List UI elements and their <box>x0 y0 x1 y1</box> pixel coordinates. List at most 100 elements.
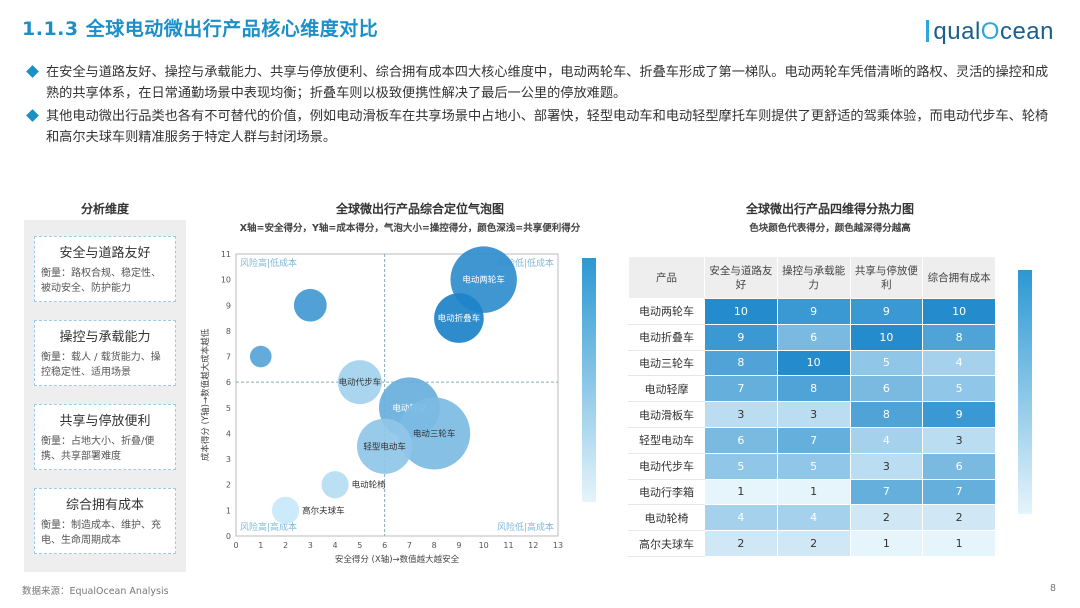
heatmap-row-label: 电动两轮车 <box>628 298 705 325</box>
heatmap-colorbar <box>1018 270 1032 514</box>
heatmap-cell: 1 <box>849 530 924 557</box>
bubble-label: 高尔夫球车 <box>302 505 345 516</box>
heatmap-cell: 3 <box>849 452 924 480</box>
heatmap-cell: 3 <box>776 401 851 428</box>
x-tick-label: 1 <box>258 541 263 550</box>
quadrant-label: 风险低|高成本 <box>497 521 554 533</box>
heatmap-cell: 5 <box>704 452 778 480</box>
heatmap-cell: 5 <box>776 452 851 480</box>
x-tick-label: 0 <box>233 541 238 550</box>
heatmap-cell: 8 <box>704 349 778 377</box>
heatmap-row-label: 电动滑板车 <box>628 401 705 428</box>
y-tick-label: 8 <box>226 327 231 336</box>
y-tick-label: 6 <box>226 378 231 387</box>
heatmap-cell: 1 <box>704 478 778 506</box>
heatmap-cell: 9 <box>776 298 851 325</box>
heatmap-row: 电动滑板车 3 3 8 9 <box>628 401 996 428</box>
dimension-name: 操控与承载能力 <box>59 330 151 345</box>
heatmap-header: 产品 <box>628 256 705 299</box>
dimension-desc: 衡量：制造成本、维护、充电、生命周期成本 <box>41 520 161 546</box>
logo-e-icon <box>926 20 931 42</box>
bubble-label: 电动两轮车 <box>462 275 505 286</box>
diamond-icon <box>26 109 39 122</box>
heatmap-cell: 8 <box>849 401 924 428</box>
dimension-desc: 衡量：路权合规、稳定性、被动安全、防护能力 <box>41 268 161 294</box>
heatmap-cell: 4 <box>704 504 778 532</box>
heatmap-cell: 6 <box>922 452 996 480</box>
heatmap-header: 共享与停放便利 <box>849 256 924 299</box>
heatmap-cell: 9 <box>922 401 996 428</box>
heatmap-row: 电动两轮车 10 9 9 10 <box>628 298 996 325</box>
heatmap-cell: 7 <box>704 375 778 403</box>
bubble-chart-subtitle: X轴=安全得分，Y轴=成本得分，气泡大小=操控得分，颜色深浅=共享便利得分 <box>239 223 581 234</box>
bubble <box>271 496 300 524</box>
dimension-card: 操控与承载能力 衡量：载人 / 载货能力、操控稳定性、适用场景 <box>34 320 176 386</box>
dimension-name: 综合拥有成本 <box>65 498 144 513</box>
heatmap-header-row: 产品 安全与道路友好 操控与承载能力 共享与停放便利 综合拥有成本 <box>628 256 996 299</box>
heatmap-row-label: 高尔夫球车 <box>628 530 705 557</box>
x-tick-label: 8 <box>432 541 437 550</box>
heatmap-cell: 6 <box>849 375 924 403</box>
heatmap-cell: 2 <box>849 504 924 532</box>
y-tick-label: 9 <box>226 301 231 310</box>
heatmap-row-label: 电动轻摩 <box>628 375 705 403</box>
heatmap-subtitle: 色块颜色代表得分，颜色越深得分越高 <box>749 223 911 234</box>
heatmap-row-label: 电动代步车 <box>628 452 705 480</box>
x-tick-label: 7 <box>407 541 412 550</box>
heatmap-cell: 3 <box>922 426 996 454</box>
y-axis-label: 成本得分 (Y轴)→数值越大成本越低 <box>200 328 211 461</box>
heatmap-cell: 2 <box>922 504 996 532</box>
bubble-label: 电动轮椅 <box>352 480 387 491</box>
dimension-card: 共享与停放便利 衡量：占地大小、折叠/便携、共享部署难度 <box>34 404 176 470</box>
heatmap-title: 全球微出行产品四维得分热力图 <box>745 202 914 216</box>
heatmap-cell: 5 <box>922 375 996 403</box>
heatmap-cell: 10 <box>922 298 996 325</box>
heatmap-cell: 3 <box>704 401 778 428</box>
plot-frame <box>235 253 559 537</box>
heatmap-cell: 2 <box>704 530 778 557</box>
heatmap-cell: 1 <box>776 478 851 506</box>
bubble-label: 电动行李箱 <box>275 352 318 363</box>
heatmap-cell: 4 <box>922 349 996 377</box>
x-tick-label: 9 <box>456 541 461 550</box>
y-tick-label: 0 <box>226 532 231 541</box>
heatmap-row-label: 轻型电动车 <box>628 426 705 454</box>
heatmap-cell: 1 <box>922 530 996 557</box>
heatmap-header: 操控与承载能力 <box>776 256 851 299</box>
dimension-card: 综合拥有成本 衡量：制造成本、维护、充电、生命周期成本 <box>34 488 176 554</box>
x-tick-label: 6 <box>382 541 387 550</box>
heatmap-row-label: 电动折叠车 <box>628 323 705 351</box>
y-tick-label: 3 <box>226 455 231 464</box>
dimension-name: 安全与道路友好 <box>59 246 151 261</box>
bubble-label: 电动三轮车 <box>413 428 456 439</box>
heatmap-header: 综合拥有成本 <box>922 256 996 299</box>
heatmap-cell: 10 <box>704 298 778 325</box>
heatmap-cell: 4 <box>849 426 924 454</box>
heatmap-row: 高尔夫球车 2 2 1 1 <box>628 530 996 557</box>
heatmap-cell: 7 <box>849 478 924 506</box>
x-tick-label: 5 <box>357 541 362 550</box>
bubble-label: 电动滑板车 <box>330 300 373 311</box>
diamond-icon <box>26 65 39 78</box>
heatmap-cell: 4 <box>776 504 851 532</box>
dimension-card: 安全与道路友好 衡量：路权合规、稳定性、被动安全、防护能力 <box>34 236 176 302</box>
brand-logo: qualOcean <box>926 18 1054 46</box>
y-tick-label: 2 <box>226 481 231 490</box>
heatmap-row: 轻型电动车 6 7 4 3 <box>628 426 996 454</box>
dimensions-title: 分析维度 <box>80 202 129 216</box>
heatmap-cell: 10 <box>849 323 924 351</box>
bubble-chart: 0 1 2 3 4 5 6 7 8 9 10 11 12 1301234567891011风险高|低成本风… <box>200 246 563 565</box>
bubble <box>249 345 272 368</box>
heatmap-row: 电动轻摩 7 8 6 5 <box>628 375 996 403</box>
dimensions-panel: 安全与道路友好 衡量：路权合规、稳定性、被动安全、防护能力 操控与承载能力 衡量… <box>24 220 186 572</box>
x-tick-label: 12 <box>528 541 538 550</box>
page-title: 1.1.3 全球电动微出行产品核心维度对比 <box>22 18 379 40</box>
dimension-desc: 衡量：载人 / 载货能力、操控稳定性、适用场景 <box>41 352 161 378</box>
heatmap-row-label: 电动轮椅 <box>628 504 705 532</box>
x-tick-label: 11 <box>503 541 513 550</box>
heatmap-cell: 6 <box>776 323 851 351</box>
bullet-list: 在安全与道路友好、操控与承载能力、共享与停放便利、综合拥有成本四大核心维度中，电… <box>26 62 1058 150</box>
quadrant-label: 风险高|高成本 <box>240 521 297 533</box>
bubble <box>398 397 471 470</box>
bubble <box>321 471 349 499</box>
